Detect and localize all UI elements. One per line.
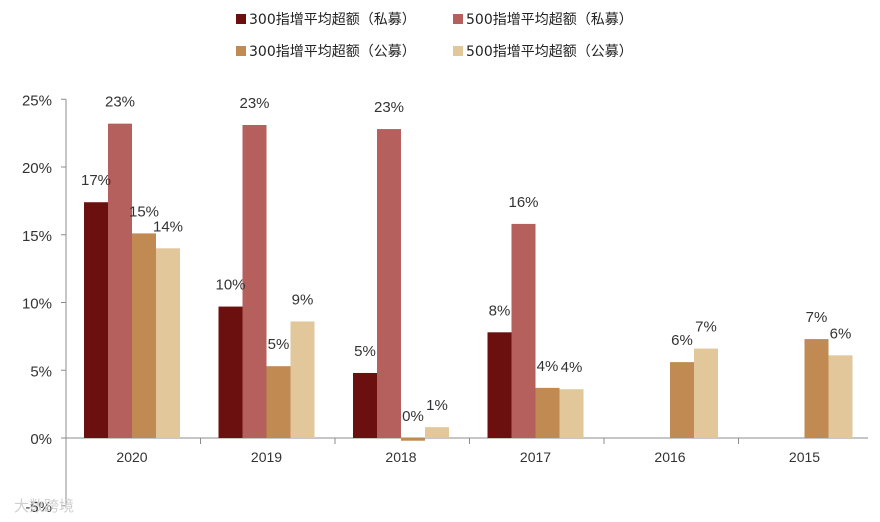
legend-item: 300指增平均超额（私募） <box>236 12 416 28</box>
y-tick-label: 25% <box>22 92 52 109</box>
x-tick-label: 2020 <box>116 449 147 465</box>
bar <box>487 332 512 438</box>
x-tick-label: 2018 <box>385 449 416 465</box>
bar <box>242 124 267 439</box>
y-tick-label: 15% <box>22 228 52 245</box>
bar <box>670 362 694 438</box>
x-tick-label: 2015 <box>789 449 820 465</box>
y-tick-label: 10% <box>22 296 52 313</box>
legend-label: 500指增平均超额（私募） <box>466 12 633 28</box>
data-label: 23% <box>105 94 135 111</box>
bar <box>401 438 425 441</box>
legend-label: 300指增平均超额（公募） <box>249 44 416 60</box>
data-label: 4% <box>561 359 583 376</box>
legend-label: 300指增平均超额（私募） <box>249 12 416 28</box>
bar <box>290 321 315 438</box>
data-label: 6% <box>830 325 852 342</box>
bar <box>425 427 449 438</box>
data-label: 23% <box>374 99 404 116</box>
data-label: 4% <box>537 358 559 375</box>
x-tick-label: 2019 <box>251 449 282 465</box>
watermark-text: 大数跨境 <box>14 497 74 515</box>
legend-swatch <box>236 46 246 56</box>
bar <box>84 202 108 438</box>
bar <box>559 389 584 438</box>
data-label: 17% <box>81 172 111 189</box>
bar <box>218 306 243 438</box>
legend-swatch <box>453 14 463 24</box>
data-label: 23% <box>239 95 269 112</box>
data-label: 6% <box>671 332 693 349</box>
data-label: 16% <box>508 194 538 211</box>
data-label: 7% <box>806 309 828 326</box>
data-label: 5% <box>354 343 376 360</box>
bar <box>694 348 718 438</box>
data-label: 1% <box>426 397 448 414</box>
bar <box>132 233 156 438</box>
bar <box>377 129 401 438</box>
data-label: 9% <box>292 291 314 308</box>
data-label: 7% <box>695 319 717 336</box>
data-label: 8% <box>489 302 511 319</box>
bar <box>156 248 180 438</box>
legend-item: 500指增平均超额（私募） <box>453 12 633 28</box>
bar <box>828 355 853 438</box>
axes: -5% 0% 5% 10% 15% 20% 25% 2020 2019 2018 2017 2016 2… <box>22 92 868 516</box>
data-label: 0% <box>402 408 424 425</box>
legend-item: 300指增平均超额（公募） <box>236 44 416 60</box>
bar <box>804 339 829 438</box>
bars <box>84 123 853 441</box>
y-tick-label: 0% <box>30 431 52 448</box>
bar <box>535 387 560 438</box>
y-tick-label: 20% <box>22 160 52 177</box>
data-labels: 17%10%5%8%23% 23% 23%16%15%5%0%4%6%7%14%9%… <box>81 94 851 425</box>
data-label: 15% <box>129 203 159 220</box>
data-label: 5% <box>268 336 290 353</box>
x-tick-label: 2017 <box>520 449 551 465</box>
x-tick-label: 2016 <box>654 449 685 465</box>
bar <box>511 223 536 438</box>
legend-item: 500指增平均超额（公募） <box>453 44 633 60</box>
y-tick-label: 5% <box>30 363 52 380</box>
legend-swatch <box>236 14 246 24</box>
bar <box>266 366 291 438</box>
legend-swatch <box>453 46 463 56</box>
data-label: 10% <box>215 277 245 294</box>
legend-label: 500指增平均超额（公募） <box>466 44 633 60</box>
legend: 300指增平均超额（私募） 500指增平均超额（私募） 300指增平均超额（公募） 5… <box>236 12 633 60</box>
y-tick-label: -5% <box>25 499 52 516</box>
bar <box>353 372 377 438</box>
data-label: 14% <box>153 218 183 235</box>
bar <box>108 123 132 438</box>
